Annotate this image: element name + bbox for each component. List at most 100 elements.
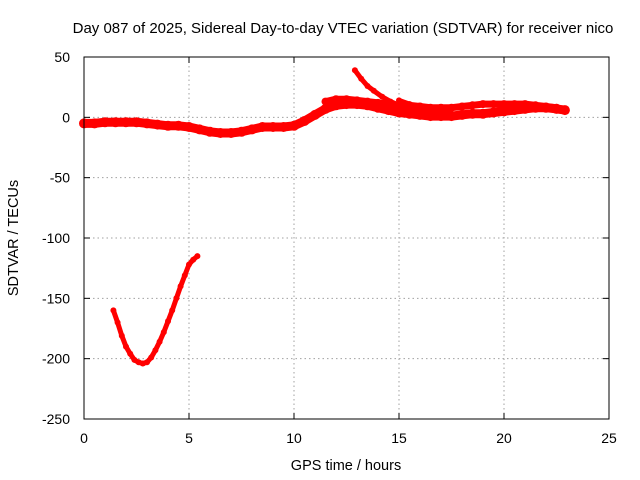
data-point: [156, 338, 163, 345]
data-point: [123, 343, 129, 350]
data-point: [394, 107, 404, 118]
data-point: [406, 105, 413, 112]
data-point: [310, 109, 320, 120]
data-point: [531, 101, 540, 110]
data-point: [552, 103, 561, 112]
data-point: [542, 102, 550, 111]
data-point: [181, 272, 188, 279]
data-point: [127, 350, 134, 357]
data-point: [121, 117, 131, 128]
data-point: [131, 117, 142, 128]
data-point: [268, 122, 278, 132]
data-point: [521, 100, 529, 109]
data-point: [379, 93, 386, 100]
data-point: [321, 97, 330, 106]
data-point: [387, 98, 394, 105]
data-point: [363, 97, 372, 106]
y-tick-label: -150: [42, 290, 70, 306]
data-point: [458, 102, 466, 111]
data-point: [184, 122, 194, 132]
data-point: [489, 100, 498, 109]
data-point: [205, 126, 215, 137]
y-tick-label: -200: [42, 351, 70, 367]
data-point: [396, 102, 402, 109]
y-tick-label: -250: [42, 411, 70, 427]
data-point: [478, 108, 488, 119]
data-point: [110, 307, 117, 314]
data-point: [190, 256, 197, 263]
data-point: [169, 307, 176, 314]
y-tick-label: -50: [50, 170, 70, 186]
x-axis-label: GPS time / hours: [291, 458, 401, 474]
data-point: [194, 253, 201, 260]
data-point: [396, 97, 402, 104]
data-point: [438, 109, 444, 116]
data-point: [236, 126, 247, 137]
y-tick-label: 0: [62, 109, 70, 125]
data-point: [152, 119, 163, 130]
data-point: [114, 319, 121, 326]
x-tick-label: 20: [496, 430, 512, 446]
data-series: [79, 67, 570, 367]
data-point: [500, 100, 508, 109]
data-point: [177, 283, 184, 290]
data-point: [226, 128, 236, 138]
y-tick-label: 50: [54, 49, 70, 65]
data-point: [499, 106, 509, 117]
data-point: [215, 128, 226, 138]
x-tick-label: 10: [286, 430, 302, 446]
data-point: [467, 108, 478, 119]
data-point: [148, 354, 155, 361]
data-point: [448, 110, 455, 117]
data-point: [342, 95, 351, 104]
data-point: [320, 103, 331, 114]
data-point: [165, 318, 171, 325]
data-point: [257, 122, 268, 132]
data-point: [289, 120, 299, 131]
data-point: [173, 295, 180, 302]
data-point: [374, 98, 382, 107]
data-point: [510, 100, 519, 109]
data-point: [194, 124, 205, 135]
data-point: [299, 116, 310, 126]
data-point: [247, 124, 257, 135]
data-point: [479, 100, 487, 109]
data-point: [459, 111, 465, 118]
data-point: [447, 103, 456, 112]
data-point: [427, 107, 434, 114]
data-point: [100, 117, 110, 128]
data-point: [488, 107, 499, 118]
data-point: [173, 120, 184, 131]
x-tick-label: 25: [601, 430, 617, 446]
data-point: [186, 261, 192, 268]
y-axis-label: SDTVAR / TECUs: [6, 180, 22, 296]
data-point: [142, 118, 152, 129]
data-point: [351, 67, 358, 74]
data-point: [370, 87, 377, 94]
chart-title: Day 087 of 2025, Sidereal Day-to-day VTE…: [73, 20, 614, 37]
gridlines: [84, 57, 609, 419]
x-tick-label: 0: [80, 430, 88, 446]
data-point: [89, 118, 100, 129]
data-point: [417, 104, 423, 111]
data-point: [364, 83, 371, 89]
data-point: [144, 359, 150, 366]
data-point: [560, 106, 569, 115]
x-tick-label: 5: [185, 430, 193, 446]
data-point: [278, 122, 289, 132]
plot-frame: [83, 56, 610, 420]
data-point: [160, 329, 167, 336]
data-point: [353, 96, 361, 105]
data-point: [406, 101, 413, 108]
data-point: [468, 101, 477, 110]
data-point: [152, 347, 159, 354]
y-tick-label: -100: [42, 230, 70, 246]
data-point: [163, 120, 173, 131]
data-point: [110, 117, 121, 128]
data-point: [118, 332, 125, 339]
data-point: [332, 95, 340, 104]
data-point: [358, 75, 365, 82]
x-tick-label: 15: [391, 430, 407, 446]
axis-ticks: 0 5 10 15 20 25 -250 -200 -150 -100 -50 0 50: [42, 49, 617, 446]
